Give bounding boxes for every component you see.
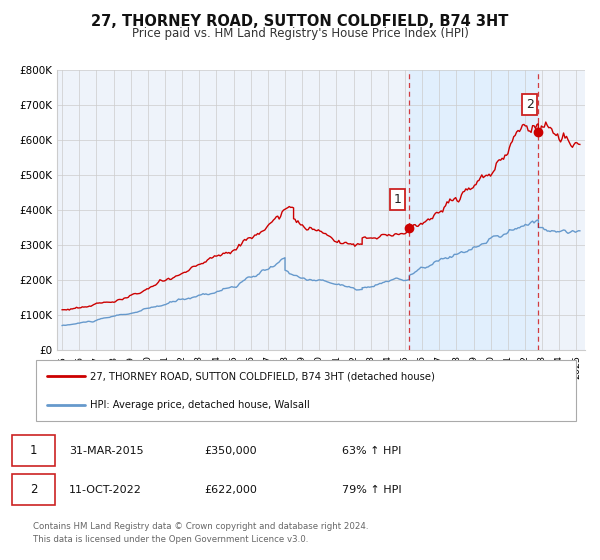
Text: 27, THORNEY ROAD, SUTTON COLDFIELD, B74 3HT: 27, THORNEY ROAD, SUTTON COLDFIELD, B74 … [91, 14, 509, 29]
Text: 2: 2 [30, 483, 37, 496]
Text: 31-MAR-2015: 31-MAR-2015 [69, 446, 143, 455]
Text: 1: 1 [394, 193, 401, 206]
Text: 79% ↑ HPI: 79% ↑ HPI [342, 485, 401, 494]
Text: This data is licensed under the Open Government Licence v3.0.: This data is licensed under the Open Gov… [33, 534, 308, 544]
Text: £350,000: £350,000 [204, 446, 257, 455]
Text: 63% ↑ HPI: 63% ↑ HPI [342, 446, 401, 455]
Text: 1: 1 [30, 444, 37, 457]
Text: Contains HM Land Registry data © Crown copyright and database right 2024.: Contains HM Land Registry data © Crown c… [33, 522, 368, 531]
FancyBboxPatch shape [36, 360, 576, 421]
Text: £622,000: £622,000 [204, 485, 257, 494]
Text: 11-OCT-2022: 11-OCT-2022 [69, 485, 142, 494]
Text: HPI: Average price, detached house, Walsall: HPI: Average price, detached house, Wals… [91, 400, 310, 410]
Text: 2: 2 [526, 98, 534, 111]
Text: 27, THORNEY ROAD, SUTTON COLDFIELD, B74 3HT (detached house): 27, THORNEY ROAD, SUTTON COLDFIELD, B74 … [91, 371, 435, 381]
Bar [409, 70, 538, 350]
Text: Price paid vs. HM Land Registry's House Price Index (HPI): Price paid vs. HM Land Registry's House … [131, 27, 469, 40]
